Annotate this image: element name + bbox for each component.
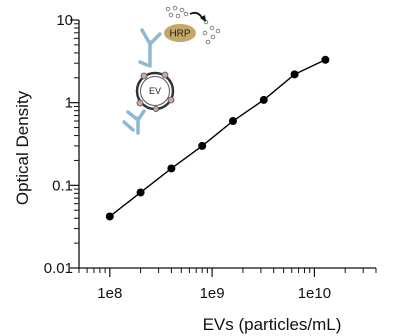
hrp-label: HRP bbox=[169, 29, 190, 40]
x-axis-title: EVs (particles/mL) bbox=[203, 315, 342, 334]
capture-antibody-icon bbox=[122, 109, 146, 135]
data-point bbox=[136, 188, 145, 197]
hrp-enzyme-icon bbox=[164, 24, 196, 42]
data-point bbox=[167, 164, 176, 173]
y-axis-title: Optical Density bbox=[13, 90, 32, 205]
ev-elisa-illustration: HRP EV bbox=[122, 5, 221, 135]
y-tick-label: 1 bbox=[65, 95, 73, 112]
data-point bbox=[321, 55, 330, 64]
data-point bbox=[290, 70, 299, 79]
ev-label: EV bbox=[149, 86, 161, 96]
y-tick-label: 10 bbox=[56, 12, 73, 29]
detection-antibody-icon bbox=[138, 28, 162, 68]
data-point bbox=[198, 141, 207, 150]
data-point bbox=[228, 117, 237, 126]
tick-labels: 0.01 0.1 1 10 1e8 1e9 1e10 bbox=[44, 12, 331, 302]
series-line bbox=[109, 59, 326, 218]
data-point bbox=[259, 95, 268, 104]
x-tick-label: 1e9 bbox=[200, 285, 225, 302]
y-tick-label: 0.01 bbox=[44, 260, 73, 277]
data-series bbox=[105, 55, 330, 221]
x-tick-label: 1e10 bbox=[298, 285, 331, 302]
y-tick-label: 0.1 bbox=[52, 177, 73, 194]
ev-surface-proteins-icon bbox=[136, 71, 175, 113]
x-tick-label: 1e8 bbox=[97, 285, 122, 302]
substrate-dots-icon bbox=[165, 5, 221, 45]
tick-marks bbox=[70, 19, 377, 277]
reaction-arrow-head-icon bbox=[200, 15, 206, 22]
ev-inner-ring bbox=[140, 76, 170, 106]
data-point bbox=[105, 212, 114, 221]
axes bbox=[78, 20, 376, 269]
